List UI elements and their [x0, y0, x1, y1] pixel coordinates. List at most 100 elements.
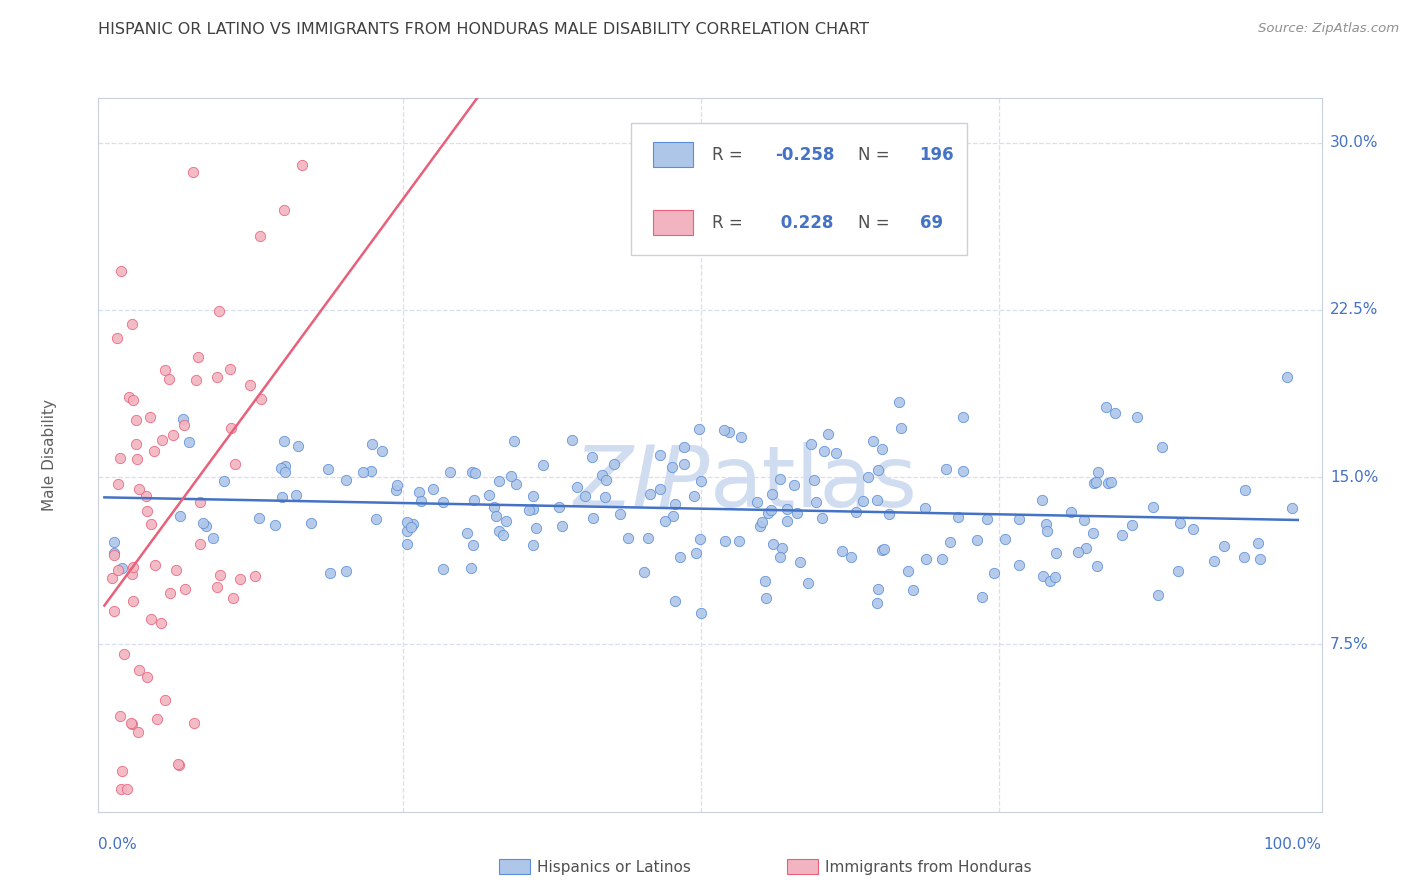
Point: [862, 434, 884, 449]
Point: [839, 550, 862, 565]
Point: [360, 464, 382, 478]
Point: [713, 423, 735, 437]
Point: [690, 606, 713, 620]
Text: 22.5%: 22.5%: [1330, 302, 1378, 318]
Point: [183, 715, 205, 730]
Point: [207, 580, 229, 594]
Point: [1277, 369, 1299, 384]
Text: 100.0%: 100.0%: [1264, 837, 1322, 852]
Point: [976, 512, 998, 526]
Point: [502, 434, 524, 448]
Text: HISPANIC OR LATINO VS IMMIGRANTS FROM HONDURAS MALE DISABILITY CORRELATION CHART: HISPANIC OR LATINO VS IMMIGRANTS FROM HO…: [98, 22, 869, 37]
Point: [460, 560, 482, 574]
Point: [901, 583, 924, 598]
Point: [103, 604, 125, 618]
Point: [110, 764, 132, 778]
Point: [603, 457, 626, 471]
Point: [195, 519, 218, 533]
Point: [135, 670, 157, 684]
Text: R =: R =: [711, 214, 748, 232]
Point: [1126, 409, 1149, 424]
Point: [1036, 524, 1059, 538]
Point: [1045, 546, 1067, 560]
Point: [745, 495, 768, 509]
Point: [495, 514, 517, 528]
Point: [191, 516, 214, 530]
Point: [813, 444, 835, 458]
Point: [817, 427, 839, 442]
Point: [522, 501, 544, 516]
Point: [143, 558, 166, 572]
Point: [456, 526, 478, 541]
Point: [648, 482, 671, 496]
Point: [661, 459, 683, 474]
Point: [395, 516, 418, 530]
Point: [1104, 406, 1126, 420]
Point: [463, 493, 485, 508]
Point: [352, 465, 374, 479]
Point: [371, 443, 394, 458]
Point: [931, 552, 953, 566]
Point: [524, 521, 547, 535]
Point: [157, 372, 180, 386]
Point: [1170, 516, 1192, 530]
Point: [422, 482, 444, 496]
Point: [208, 304, 231, 318]
Point: [121, 566, 143, 581]
Point: [439, 465, 461, 479]
Point: [689, 532, 711, 546]
Text: 0.0%: 0.0%: [98, 837, 138, 852]
Point: [432, 561, 454, 575]
Point: [125, 452, 148, 467]
Point: [803, 473, 825, 487]
Point: [121, 393, 143, 408]
Text: -0.258: -0.258: [775, 146, 835, 164]
Point: [128, 663, 150, 677]
Point: [770, 541, 793, 555]
Point: [762, 537, 785, 551]
Point: [595, 473, 617, 487]
Point: [1167, 564, 1189, 578]
Point: [492, 528, 515, 542]
Point: [1121, 518, 1143, 533]
Point: [366, 511, 388, 525]
Point: [432, 495, 454, 509]
Point: [127, 724, 149, 739]
Point: [1111, 527, 1133, 541]
Text: 196: 196: [920, 146, 955, 164]
Point: [755, 591, 778, 605]
Point: [749, 518, 772, 533]
Point: [187, 350, 209, 364]
Point: [714, 533, 737, 548]
Point: [759, 503, 782, 517]
Point: [1099, 475, 1122, 489]
Point: [299, 516, 322, 531]
Point: [889, 394, 911, 409]
Point: [461, 538, 484, 552]
Point: [776, 514, 799, 528]
Point: [616, 531, 638, 545]
Point: [1281, 500, 1303, 515]
Point: [831, 543, 853, 558]
Point: [121, 717, 143, 731]
Point: [159, 586, 181, 600]
Point: [1094, 400, 1116, 414]
Point: [143, 444, 166, 458]
Point: [561, 433, 583, 447]
Point: [181, 165, 204, 179]
Point: [243, 569, 266, 583]
Point: [689, 474, 711, 488]
Point: [756, 507, 779, 521]
Point: [754, 574, 776, 589]
Point: [609, 507, 631, 521]
Point: [730, 430, 752, 444]
Text: Male Disability: Male Disability: [42, 399, 58, 511]
Point: [1083, 526, 1105, 541]
Text: Hispanics or Latinos: Hispanics or Latinos: [537, 860, 690, 874]
Point: [688, 422, 710, 436]
Text: N =: N =: [859, 214, 896, 232]
Point: [505, 477, 527, 491]
Point: [401, 516, 423, 531]
Point: [107, 477, 129, 491]
Point: [110, 264, 132, 278]
